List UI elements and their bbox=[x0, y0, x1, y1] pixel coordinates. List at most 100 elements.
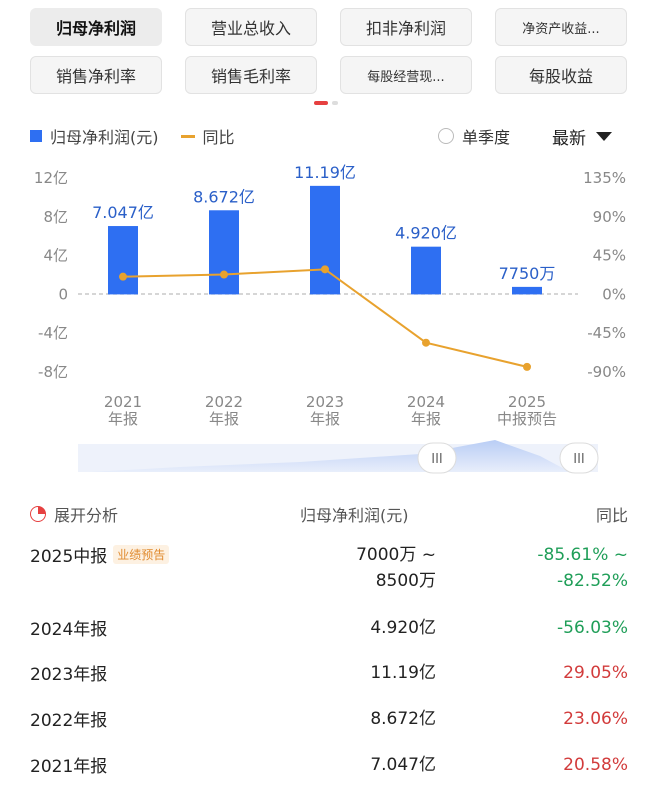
right-axis: 135% 90% 45% 0% -45% -90% bbox=[583, 169, 626, 381]
yoy-point bbox=[422, 338, 430, 347]
bar-data-label: 8.672亿 bbox=[193, 187, 255, 206]
row-value-line2: 8500万 bbox=[375, 571, 436, 591]
tab-deducted-net-profit[interactable]: 扣非净利润 bbox=[340, 8, 472, 46]
x-tick-label-period: 中报预告 bbox=[497, 410, 557, 428]
table-row[interactable]: 2023年报 11.19亿 29.05% bbox=[30, 660, 628, 690]
radio-icon[interactable] bbox=[438, 128, 454, 144]
bar bbox=[512, 286, 542, 295]
row-value: 7.047亿 bbox=[370, 755, 436, 775]
x-tick-label-year: 2021 bbox=[104, 393, 142, 411]
bar bbox=[209, 210, 239, 295]
table-header: 展开分析 归母净利润(元) 同比 bbox=[30, 502, 630, 526]
tab-operating-cashflow-per-share[interactable]: 每股经营现... bbox=[340, 56, 472, 94]
right-axis-tick-label: 90% bbox=[593, 208, 626, 226]
tab-gross-margin[interactable]: 销售毛利率 bbox=[185, 56, 317, 94]
bar-data-label: 7.047亿 bbox=[92, 203, 154, 222]
expand-analysis[interactable]: 展开分析 bbox=[30, 502, 118, 526]
left-axis-tick-label: -8亿 bbox=[38, 363, 68, 381]
row-period: 2023年报 bbox=[30, 665, 108, 685]
row-value: 11.19亿 bbox=[370, 663, 436, 683]
page-indicator bbox=[314, 101, 338, 105]
svg-text:III: III bbox=[573, 452, 585, 467]
pie-chart-icon bbox=[30, 506, 46, 522]
slider-handle-right[interactable]: III bbox=[559, 442, 599, 474]
header-yoy: 同比 bbox=[595, 506, 628, 525]
forecast-badge: 业绩预告 bbox=[113, 545, 170, 564]
bar-data-label: 7750万 bbox=[499, 264, 556, 283]
bar-data-label: 11.19亿 bbox=[294, 163, 356, 182]
tab-roe[interactable]: 净资产收益... bbox=[495, 8, 627, 46]
profit-chart: 12亿 8亿 4亿 0 -4亿 -8亿 135% 90% 45% 0% -45% -90% 7.04… bbox=[34, 163, 626, 428]
page-dot-active bbox=[314, 101, 328, 105]
bar-data-label: 4.920亿 bbox=[395, 224, 457, 243]
row-yoy: 20.58% bbox=[563, 755, 628, 775]
row-yoy: 23.06% bbox=[563, 709, 628, 729]
page-dot bbox=[332, 101, 338, 105]
right-axis-tick-label: -45% bbox=[587, 324, 626, 342]
bar-data-labels: 7.047亿 8.672亿 11.19亿 4.920亿 7750万 bbox=[92, 163, 555, 283]
single-quarter-label: 单季度 bbox=[462, 128, 511, 147]
single-quarter-toggle[interactable]: 单季度 bbox=[438, 124, 510, 148]
row-period: 2021年报 bbox=[30, 757, 108, 777]
left-axis-tick-label: 12亿 bbox=[34, 169, 68, 187]
row-yoy: -56.03% bbox=[557, 618, 628, 638]
tab-eps[interactable]: 每股收益 bbox=[495, 56, 627, 94]
range-slider[interactable]: III III bbox=[0, 438, 657, 478]
x-tick-label-year: 2023 bbox=[306, 393, 344, 411]
row-yoy-line2: -82.52% bbox=[557, 571, 628, 591]
svg-text:III: III bbox=[431, 452, 443, 467]
tab-net-profit-attrib[interactable]: 归母净利润 bbox=[30, 8, 162, 46]
left-axis: 12亿 8亿 4亿 0 -4亿 -8亿 bbox=[34, 169, 68, 381]
row-value: 4.920亿 bbox=[370, 618, 436, 638]
bar-series bbox=[108, 185, 542, 295]
row-value-line1: 7000万 ~ bbox=[356, 545, 436, 565]
left-axis-tick-label: 8亿 bbox=[43, 208, 68, 226]
sort-label: 最新 bbox=[552, 129, 586, 149]
row-period: 2024年报 bbox=[30, 620, 108, 640]
row-period: 2022年报 bbox=[30, 711, 108, 731]
row-yoy: -85.61% ~ -82.52% bbox=[537, 542, 628, 594]
left-axis-tick-label: -4亿 bbox=[38, 324, 68, 342]
yoy-point bbox=[119, 272, 127, 281]
right-axis-tick-label: 45% bbox=[593, 247, 626, 265]
tab-total-revenue[interactable]: 营业总收入 bbox=[185, 8, 317, 46]
yoy-line-series bbox=[119, 265, 531, 371]
x-tick-label-year: 2022 bbox=[205, 393, 243, 411]
header-value: 归母净利润(元) bbox=[300, 506, 409, 525]
bar bbox=[411, 246, 441, 295]
left-axis-tick-label: 4亿 bbox=[43, 247, 68, 265]
row-value: 7000万 ~ 8500万 bbox=[356, 542, 436, 594]
right-axis-tick-label: 0% bbox=[602, 285, 626, 303]
right-axis-tick-label: -90% bbox=[587, 363, 626, 381]
slider-handle-left[interactable]: III bbox=[417, 442, 457, 474]
row-period: 2025中报 bbox=[30, 547, 108, 567]
chart-legend: 归母净利润(元) 同比 bbox=[30, 124, 235, 148]
x-tick-label-year: 2025 bbox=[508, 393, 546, 411]
left-axis-tick-label: 0 bbox=[58, 285, 68, 303]
yoy-point bbox=[220, 270, 228, 279]
x-tick-label-period: 年报 bbox=[108, 410, 138, 428]
caret-down-icon bbox=[596, 132, 612, 141]
x-tick-label-year: 2024 bbox=[407, 393, 445, 411]
x-tick-label-period: 年报 bbox=[209, 410, 239, 428]
legend-line-label: 同比 bbox=[202, 128, 235, 147]
row-yoy: 29.05% bbox=[563, 663, 628, 683]
legend-line-swatch bbox=[180, 134, 195, 138]
yoy-point bbox=[523, 362, 531, 371]
sort-dropdown[interactable]: 最新 bbox=[552, 124, 612, 149]
table-row[interactable]: 2024年报 4.920亿 -56.03% bbox=[30, 615, 628, 645]
right-axis-tick-label: 135% bbox=[583, 169, 626, 187]
bar bbox=[108, 226, 138, 295]
legend-bar-label: 归母净利润(元) bbox=[50, 128, 159, 147]
tab-net-margin[interactable]: 销售净利率 bbox=[30, 56, 162, 94]
table-row[interactable]: 2021年报 7.047亿 20.58% bbox=[30, 752, 628, 782]
expand-analysis-label: 展开分析 bbox=[54, 506, 119, 525]
x-tick-label-period: 年报 bbox=[310, 410, 340, 428]
x-tick-label-period: 年报 bbox=[411, 410, 441, 428]
row-value: 8.672亿 bbox=[370, 709, 436, 729]
table-row[interactable]: 2025中报 业绩预告 7000万 ~ 8500万 -85.61% ~ -82.52% bbox=[30, 542, 628, 598]
row-yoy-line1: -85.61% ~ bbox=[537, 545, 628, 565]
legend-bar-swatch bbox=[30, 130, 42, 142]
table-row[interactable]: 2022年报 8.672亿 23.06% bbox=[30, 706, 628, 736]
